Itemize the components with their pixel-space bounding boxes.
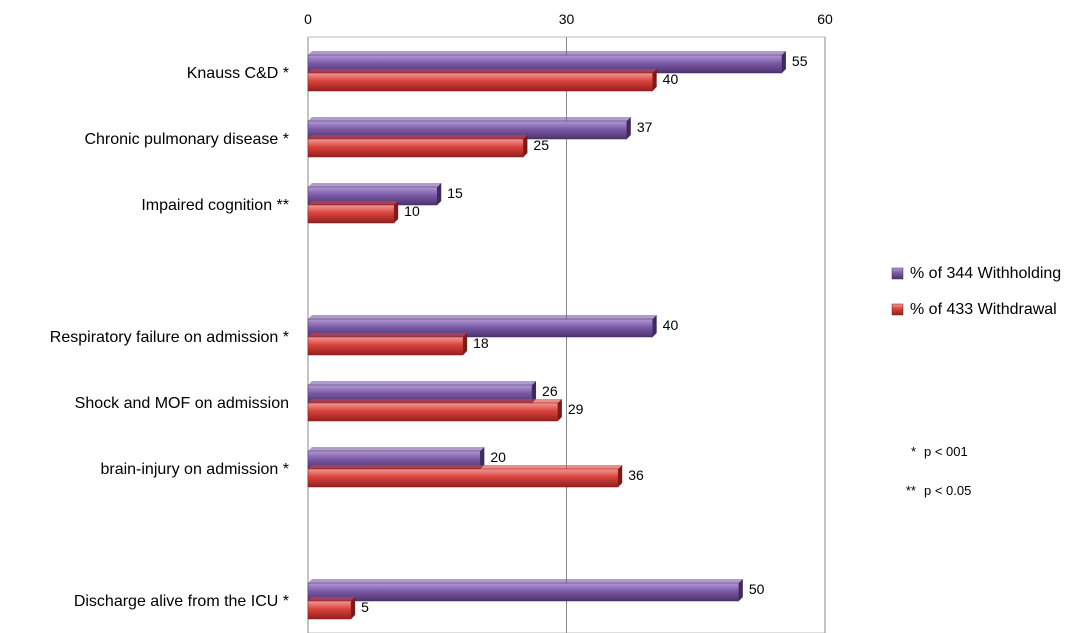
bar-side-face <box>652 315 657 337</box>
bars <box>307 51 786 620</box>
data-label: 18 <box>473 335 489 351</box>
data-label: 40 <box>663 71 679 87</box>
bar-side-face <box>351 597 356 619</box>
category-label: Respiratory failure on admission * <box>50 329 289 346</box>
bar <box>307 69 657 92</box>
bar-front-face <box>307 600 352 620</box>
data-label: 40 <box>663 317 679 333</box>
bar-top-face <box>308 69 657 73</box>
bar-top-face <box>308 579 743 583</box>
bar <box>307 315 657 338</box>
x-tick-label: 0 <box>304 11 312 27</box>
bar-side-face <box>532 381 537 403</box>
bar-side-face <box>480 447 485 469</box>
bar-top-face <box>308 333 468 337</box>
data-label: 15 <box>447 185 463 201</box>
bar-front-face <box>307 336 464 356</box>
bar-front-face <box>307 402 559 422</box>
legend-swatch <box>891 303 904 316</box>
significance-notes: * p < 001 ** p < 0.05 <box>906 444 971 498</box>
bar <box>307 201 399 224</box>
bar-front-face <box>307 468 619 488</box>
bar <box>307 183 442 206</box>
category-label: brain-injury on admission * <box>100 461 289 478</box>
bar <box>307 597 356 620</box>
bar-top-face <box>308 315 657 319</box>
bar <box>307 135 528 158</box>
bar-side-face <box>463 333 468 355</box>
bar-side-face <box>652 69 657 91</box>
bar-front-face <box>307 72 653 92</box>
bar-side-face <box>781 51 786 73</box>
legend-label: % of 433 Withdrawal <box>910 301 1057 318</box>
data-label: 36 <box>628 467 644 483</box>
bar <box>307 465 623 488</box>
category-label: Discharge alive from the ICU * <box>74 593 289 610</box>
bar-front-face <box>307 138 524 158</box>
data-label: 26 <box>542 383 558 399</box>
data-label: 5 <box>361 599 369 615</box>
category-label: Shock and MOF on admission <box>75 395 289 412</box>
bar-top-face <box>308 51 786 55</box>
category-label: Knauss C&D * <box>187 65 289 82</box>
note-text: p < 0.05 <box>924 483 971 498</box>
x-tick-label: 60 <box>817 11 833 27</box>
bar-top-face <box>308 135 528 139</box>
legend: % of 344 Withholding % of 433 Withdrawal <box>891 265 1061 318</box>
bar-side-face <box>437 183 442 205</box>
note-symbol: * <box>911 444 916 459</box>
note-symbol: ** <box>906 483 916 498</box>
bar-top-face <box>308 465 623 469</box>
data-label: 20 <box>490 449 506 465</box>
bar-front-face <box>307 318 653 338</box>
category-label: Chronic pulmonary disease * <box>84 131 289 148</box>
category-label: Impaired cognition ** <box>141 197 289 214</box>
data-label: 25 <box>533 137 549 153</box>
bar-side-face <box>523 135 528 157</box>
legend-label: % of 344 Withholding <box>910 265 1061 282</box>
bar-top-face <box>308 183 442 187</box>
bar-top-face <box>308 381 537 385</box>
data-label: 37 <box>637 119 653 135</box>
bar-top-face <box>308 399 562 403</box>
data-label: 50 <box>749 581 765 597</box>
bar-side-face <box>738 579 743 601</box>
bar-side-face <box>557 399 562 421</box>
legend-swatch <box>891 267 904 280</box>
bar <box>307 399 562 422</box>
bar <box>307 381 537 404</box>
bar-front-face <box>307 582 740 602</box>
bar-side-face <box>618 465 623 487</box>
bar <box>307 447 485 470</box>
labels: 0 30 60 Knauss C&D * 55 40 Chronic pulmonary d… <box>50 11 833 615</box>
bar-top-face <box>308 117 631 121</box>
note-text: p < 001 <box>924 444 968 459</box>
bar-front-face <box>307 204 395 224</box>
data-label: 55 <box>792 53 808 69</box>
bar-top-face <box>308 597 356 601</box>
bar <box>307 579 743 602</box>
bar <box>307 333 468 356</box>
data-label: 29 <box>568 401 584 417</box>
bar-side-face <box>626 117 631 139</box>
bar-top-face <box>308 447 485 451</box>
data-label: 10 <box>404 203 420 219</box>
bar-top-face <box>308 201 399 205</box>
x-tick-label: 30 <box>559 11 575 27</box>
bar-side-face <box>394 201 399 223</box>
